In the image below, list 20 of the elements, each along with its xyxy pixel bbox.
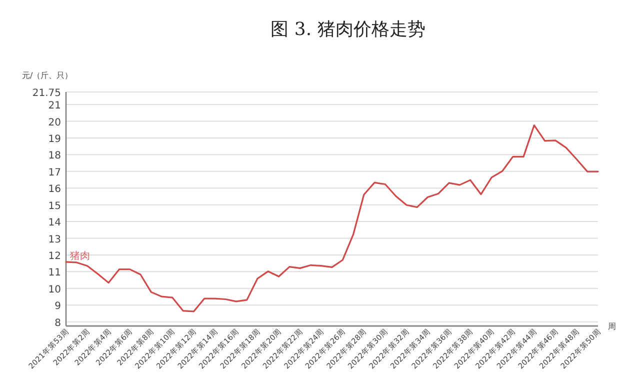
y-tick-label: 15 bbox=[48, 200, 61, 212]
y-tick-label: 9 bbox=[54, 301, 61, 312]
y-tick-label: 12 bbox=[48, 250, 61, 262]
y-tick-label: 17 bbox=[48, 167, 61, 178]
y-tick-label: 21.75 bbox=[32, 88, 61, 99]
y-tick-label: 8 bbox=[54, 318, 61, 329]
series-label: 猪肉 bbox=[70, 250, 90, 262]
y-tick-label: 20 bbox=[48, 117, 61, 128]
y-tick-label: 19 bbox=[48, 134, 61, 145]
chart-title: 图 3. 猪肉价格走势 bbox=[270, 19, 426, 40]
y-tick-label: 11 bbox=[48, 268, 61, 279]
y-tick-label: 10 bbox=[48, 284, 61, 296]
line-series bbox=[65, 124, 599, 312]
y-axis-title: 元/（斤、只） bbox=[22, 71, 73, 80]
y-tick-label: 21 bbox=[48, 100, 61, 112]
y-tick-label: 16 bbox=[48, 184, 61, 196]
x-axis-title: 周 bbox=[608, 322, 616, 331]
y-tick-label: 18 bbox=[48, 150, 61, 162]
y-tick-label: 14 bbox=[48, 218, 61, 229]
y-tick-label: 13 bbox=[48, 234, 61, 246]
